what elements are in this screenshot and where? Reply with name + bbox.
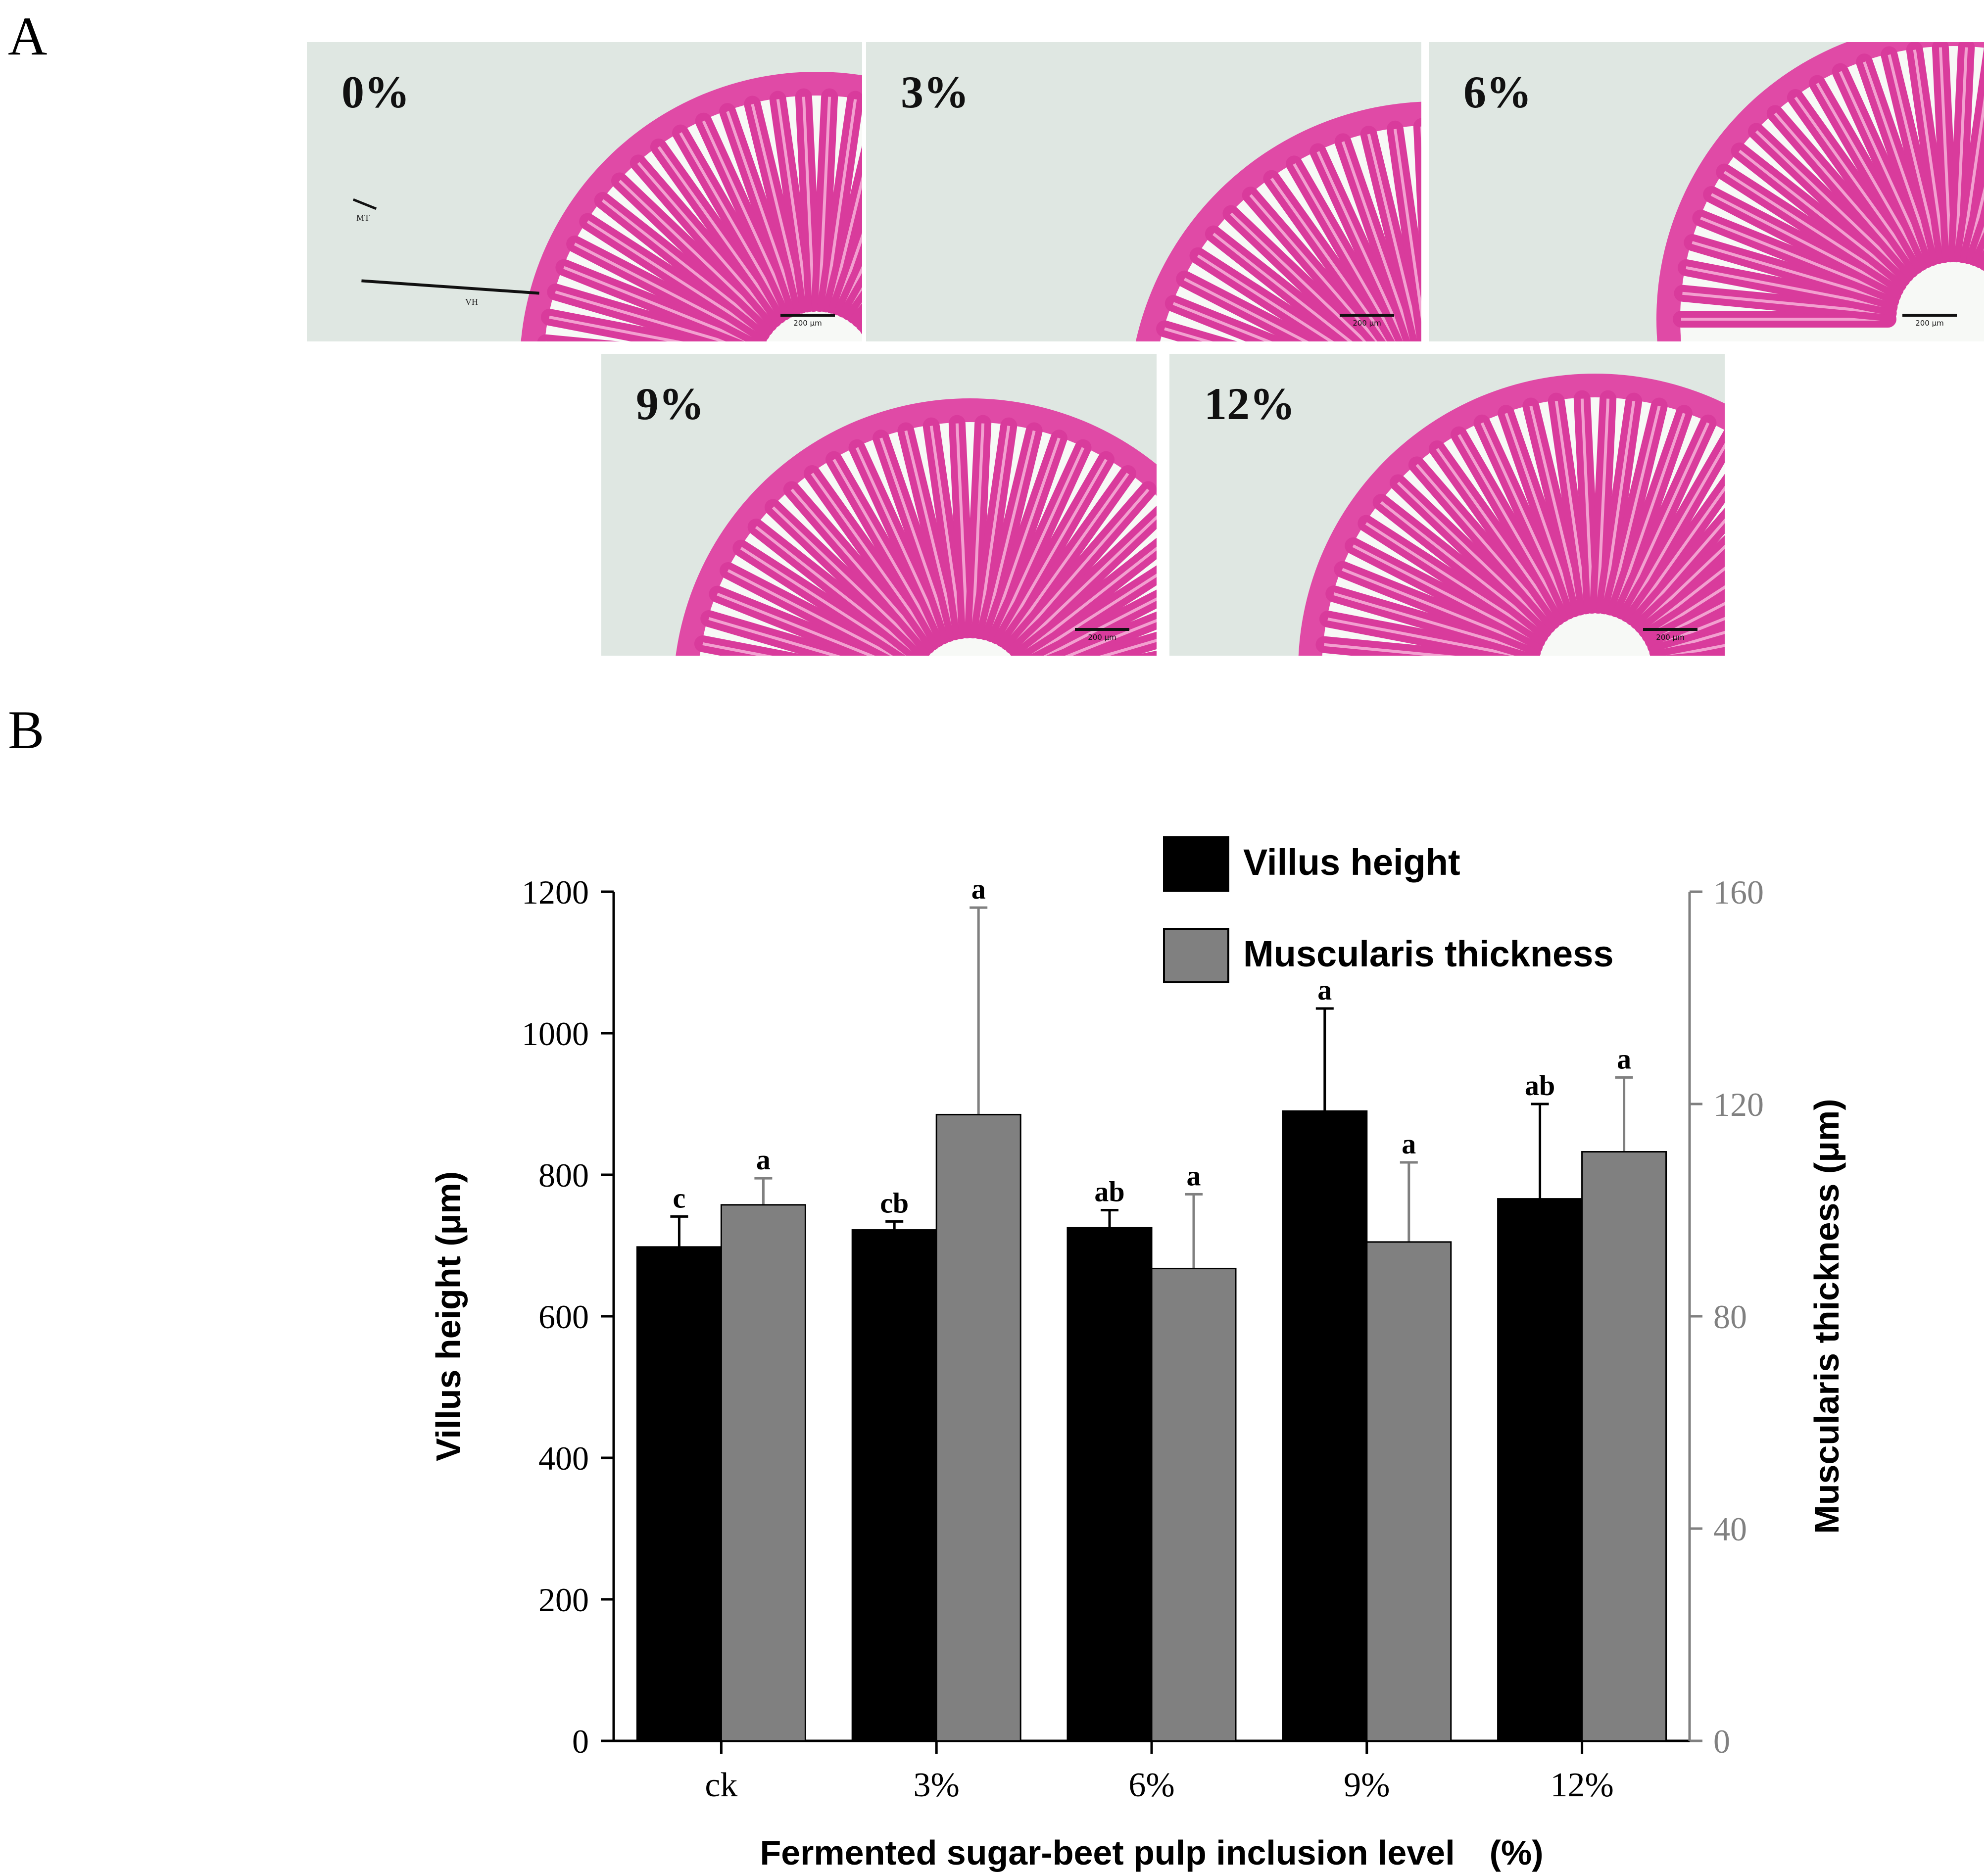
significance-letter: a	[756, 1144, 771, 1176]
x-tick-label: 9%	[1344, 1766, 1390, 1804]
scale-bar: 200 μm	[1902, 314, 1957, 328]
villus-height-bar	[636, 1246, 722, 1742]
scale-bar-text: 200 μm	[1353, 319, 1381, 328]
micrograph-5: 12% 200 μm	[1169, 354, 1725, 656]
left-y-tick-label: 400	[538, 1440, 589, 1477]
scale-bar: 200 μm	[1340, 314, 1394, 328]
tissue-section-image	[1298, 374, 1725, 656]
tissue-section-image	[1656, 42, 1984, 341]
micrograph-label: 12%	[1204, 379, 1295, 429]
scale-bar: 200 μm	[1075, 628, 1129, 642]
right-y-tick-label: 40	[1713, 1510, 1747, 1548]
significance-letter: ab	[1094, 1176, 1124, 1208]
x-axis-title: Fermented sugar-beet pulp inclusion leve…	[760, 1833, 1543, 1872]
left-y-axis-title: Villus height (μm)	[429, 1171, 468, 1461]
significance-letter: a	[1317, 974, 1332, 1006]
panel-b-letter: B	[8, 700, 45, 760]
scale-bar-line	[1643, 628, 1697, 631]
annotation-vh: VH	[465, 297, 478, 307]
muscularis-thickness-bar	[1581, 1151, 1667, 1742]
villus-height-bar	[851, 1229, 937, 1742]
scale-bar-line	[780, 314, 835, 317]
significance-letter: a	[971, 873, 986, 905]
significance-letter: c	[673, 1182, 686, 1214]
muscularis-thickness-bar	[720, 1204, 806, 1742]
left-y-tick-label: 800	[538, 1156, 589, 1194]
scale-bar-text: 200 μm	[1915, 319, 1944, 328]
significance-letter: cb	[880, 1187, 909, 1219]
significance-letter: a	[1617, 1043, 1631, 1075]
x-tick-label: 6%	[1128, 1766, 1174, 1804]
scale-bar-line	[1340, 314, 1394, 317]
micrograph-label: 3%	[901, 67, 969, 117]
significance-letter: a	[1402, 1128, 1416, 1160]
muscularis-thickness-bar	[1366, 1241, 1452, 1742]
micrograph-3: 6% 200 μm	[1429, 42, 1984, 341]
right-y-axis-title: Muscularis thickness (μm)	[1807, 1099, 1846, 1534]
annotation-mt: MT	[356, 213, 370, 223]
micrograph-label: 0%	[341, 67, 410, 117]
micrograph-2: 3% 200 μm	[866, 42, 1421, 341]
x-tick-label: 3%	[914, 1766, 960, 1804]
panel-a-letter: A	[8, 6, 48, 66]
tissue-section-image	[1135, 101, 1421, 341]
scale-bar-line	[1902, 314, 1957, 317]
left-y-tick-label: 1000	[522, 1015, 589, 1053]
tissue-section-image	[676, 398, 1157, 656]
legend-swatch	[1163, 928, 1229, 983]
scale-bar-line	[1075, 628, 1129, 631]
x-tick-label: 12%	[1550, 1766, 1613, 1804]
x-tick-label: ck	[705, 1766, 737, 1804]
tissue-section-image	[521, 72, 862, 341]
left-y-tick-label: 200	[538, 1581, 589, 1619]
micrograph-4: 9% 200 μm	[601, 354, 1157, 656]
scale-bar-text: 200 μm	[1656, 633, 1685, 642]
right-y-tick-label: 120	[1713, 1086, 1764, 1123]
right-y-tick-label: 80	[1713, 1298, 1747, 1336]
muscularis-thickness-bar	[1151, 1267, 1237, 1742]
micrograph-label: 9%	[636, 379, 704, 429]
villus-height-bar	[1067, 1227, 1153, 1742]
left-y-tick-label: 1200	[522, 873, 589, 911]
legend-swatch	[1163, 836, 1229, 892]
left-y-tick-label: 0	[572, 1723, 589, 1760]
legend-label: Villus height	[1243, 842, 1460, 883]
scale-bar: 200 μm	[1643, 628, 1697, 642]
villus-height-bar	[1282, 1110, 1368, 1742]
villus-height-bar	[1497, 1198, 1583, 1742]
significance-letter: ab	[1525, 1069, 1555, 1102]
left-y-tick-label: 600	[538, 1298, 589, 1336]
micrograph-label: 6%	[1463, 67, 1532, 117]
legend-label: Muscularis thickness	[1243, 933, 1614, 974]
micrograph-1: 0% MT VH 200 μm	[307, 42, 862, 341]
scale-bar: 200 μm	[780, 314, 835, 328]
scale-bar-text: 200 μm	[1088, 633, 1116, 642]
muscularis-thickness-bar	[935, 1113, 1021, 1742]
significance-letter: a	[1187, 1159, 1201, 1192]
right-y-tick-label: 0	[1713, 1723, 1730, 1760]
right-y-tick-label: 160	[1713, 873, 1764, 911]
scale-bar-text: 200 μm	[793, 319, 822, 328]
